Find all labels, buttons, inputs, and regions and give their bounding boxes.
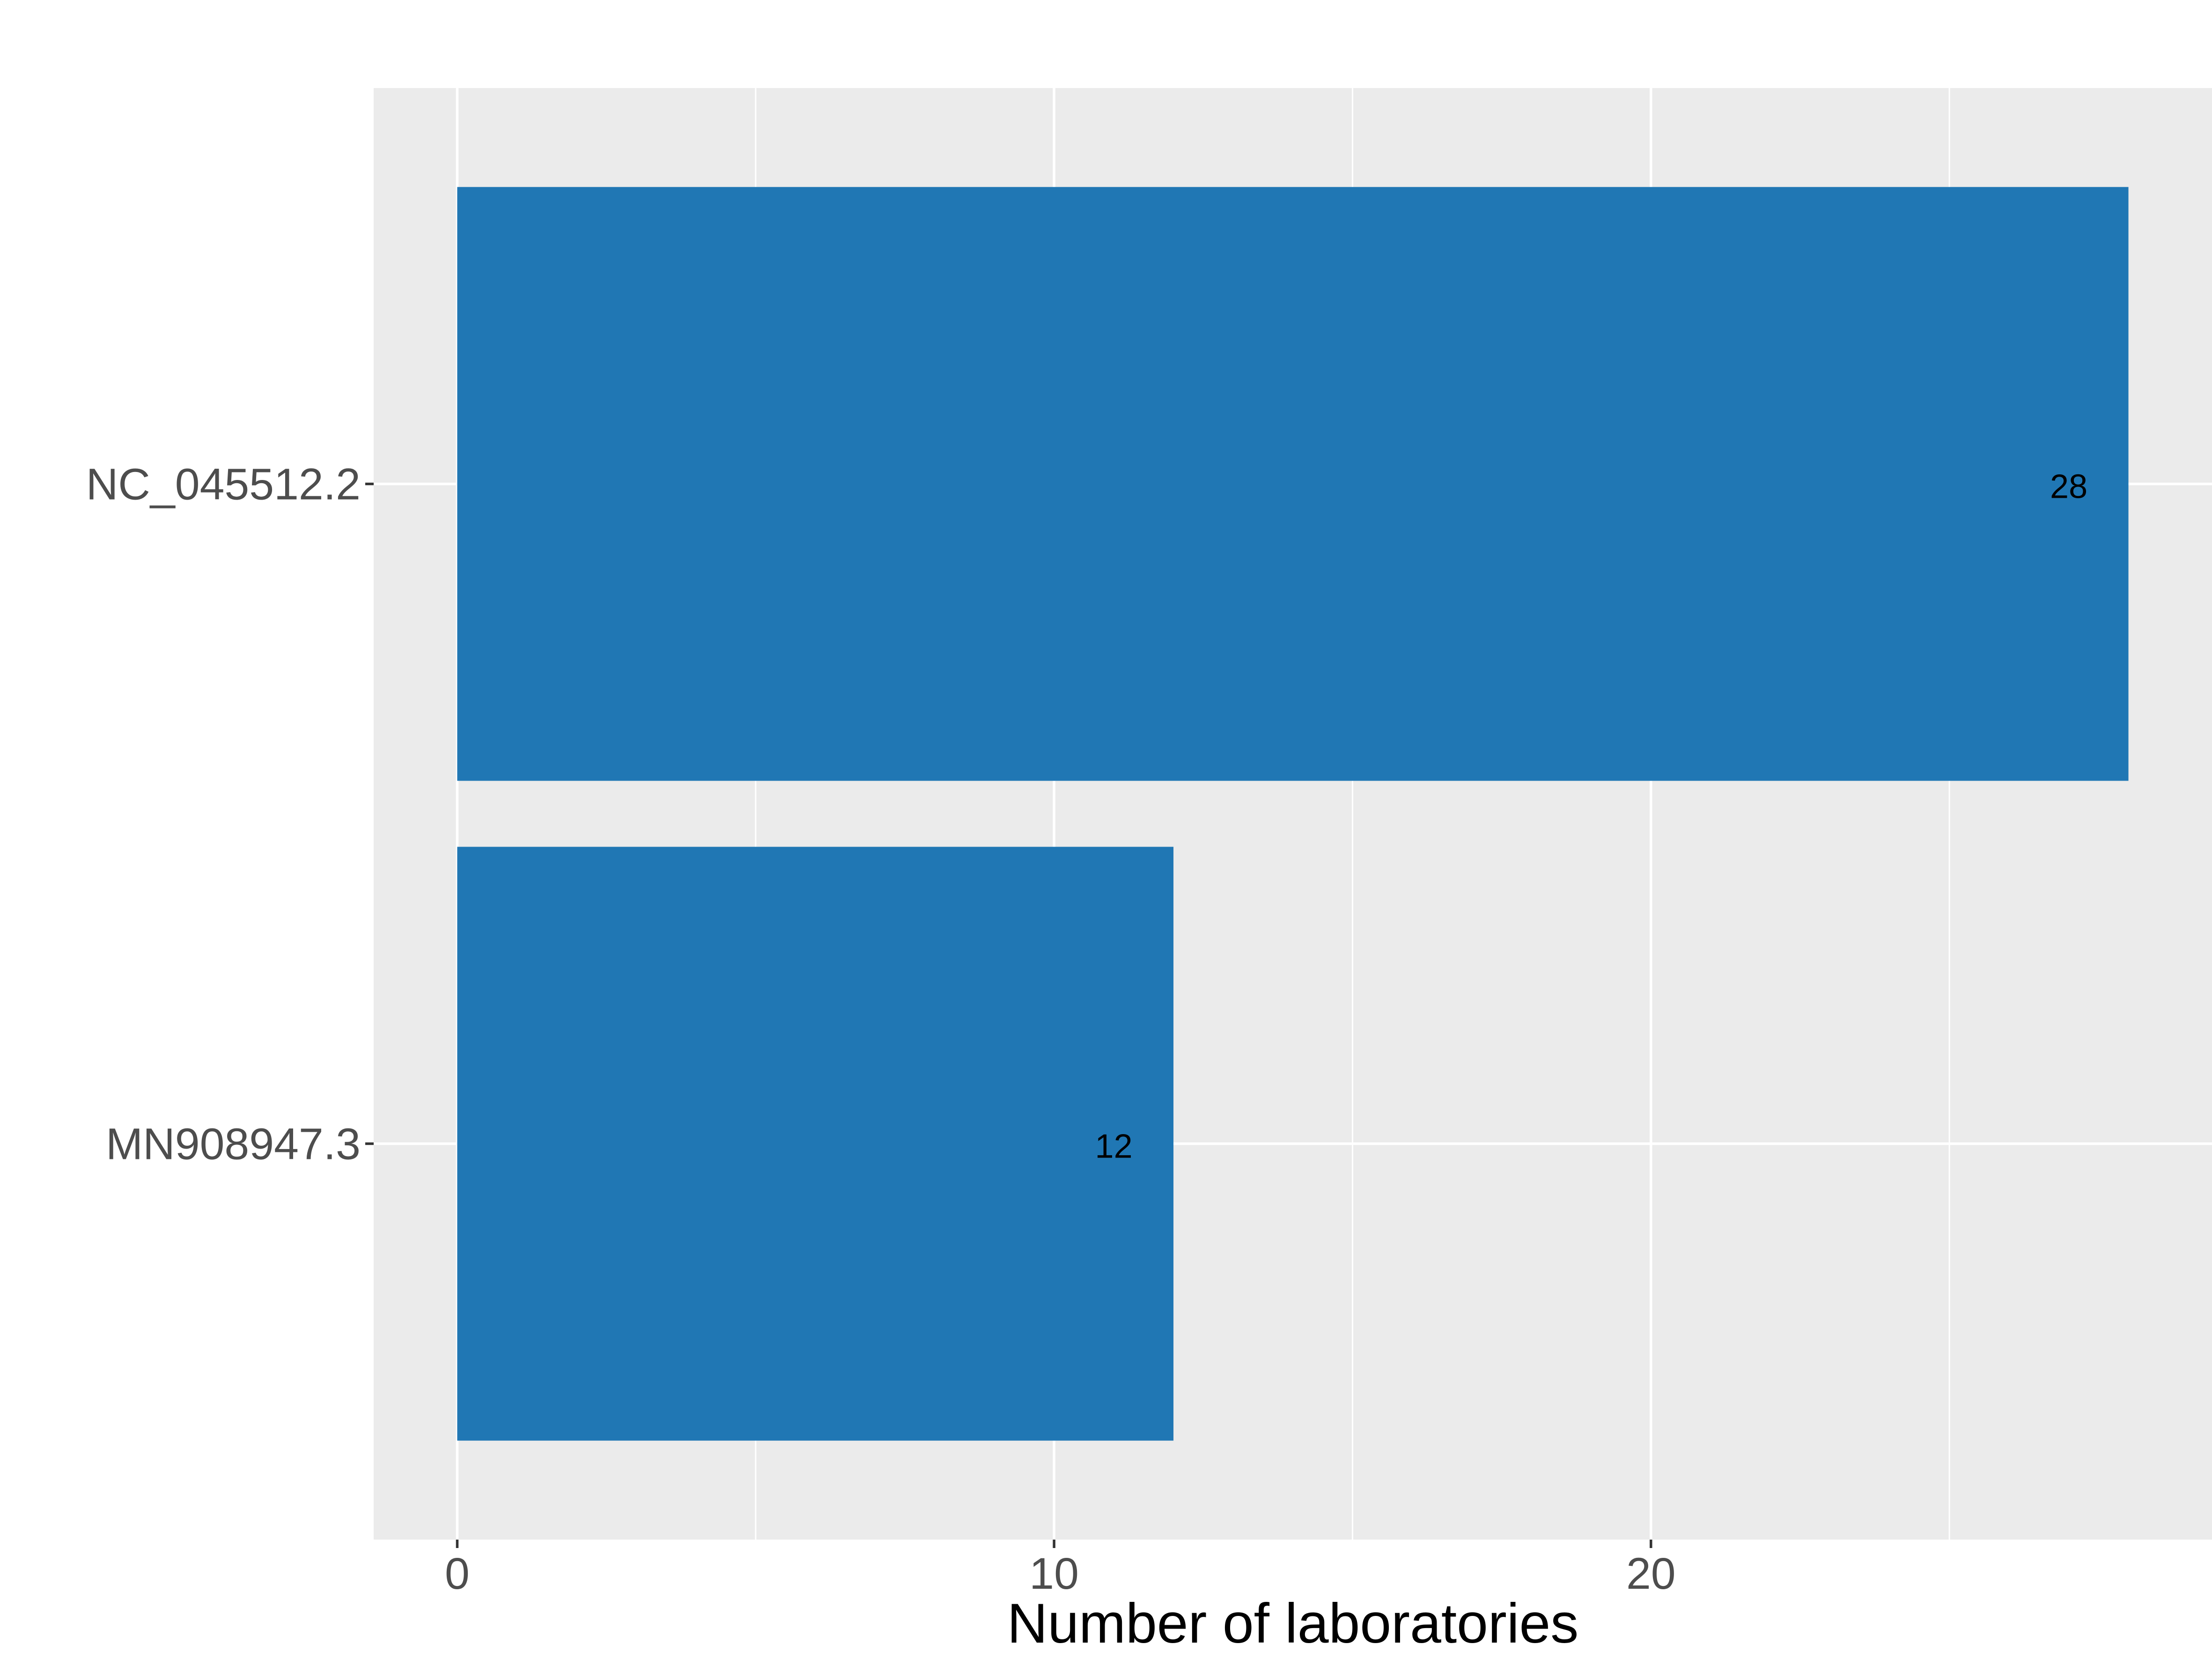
y-tick-label: NC_045512.2 bbox=[86, 459, 361, 509]
y-axis: NC_045512.2 MN908947.3 bbox=[86, 459, 374, 1169]
x-tick-label: 0 bbox=[445, 1549, 470, 1599]
bar-NC_045512.2 bbox=[457, 187, 2129, 781]
bar-MN908947.3 bbox=[457, 847, 1174, 1441]
x-tick-label: 20 bbox=[1626, 1549, 1676, 1599]
x-tick-label: 10 bbox=[1029, 1549, 1079, 1599]
data-label-MN908947.3: 12 bbox=[1095, 1128, 1133, 1165]
bars bbox=[457, 187, 2129, 1441]
data-labels: 28 12 bbox=[1095, 468, 2088, 1165]
y-tick-label: MN908947.3 bbox=[106, 1120, 361, 1169]
x-axis: 0 10 20 bbox=[445, 1540, 1676, 1599]
data-label-NC_045512.2: 28 bbox=[2050, 468, 2087, 505]
x-axis-title: Number of laboratories bbox=[1007, 1592, 1579, 1655]
